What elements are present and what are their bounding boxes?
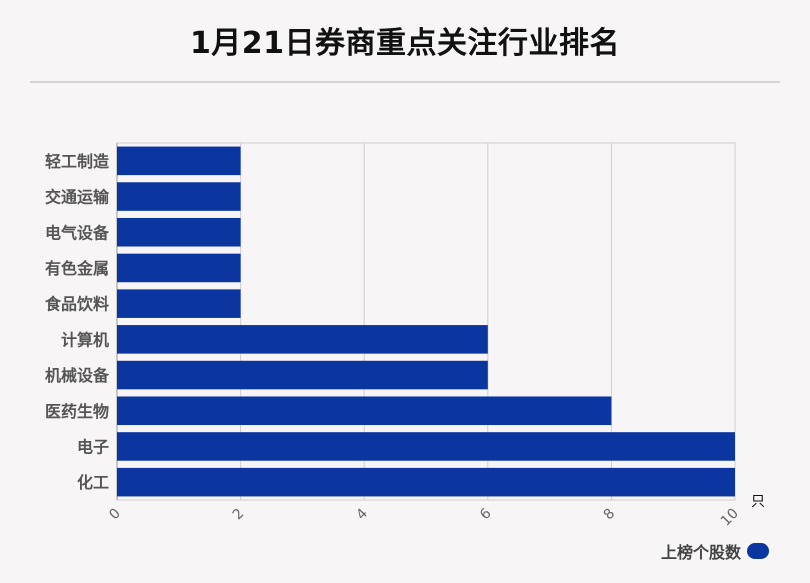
title-divider [30,81,780,83]
category-label: 有色金属 [45,259,109,278]
legend-label: 上榜个股数 [660,543,741,562]
x-tick-label: 2 [230,506,248,524]
chart-title: 1月21日券商重点关注行业排名 [189,26,621,61]
category-label: 电子 [77,437,109,456]
category-label: 医药生物 [45,402,109,421]
bar [117,289,241,318]
category-label: 交通运输 [45,188,110,207]
category-label: 食品饮料 [44,295,109,314]
x-tick-label: 10 [718,506,742,530]
x-tick-label: 0 [106,506,124,524]
category-label: 轻工制造 [45,152,110,171]
legend[interactable]: 上榜个股数 [661,540,769,562]
bar [117,432,735,461]
category-label: 机械设备 [45,366,110,385]
bar [117,182,241,211]
category-label: 计算机 [61,330,109,349]
bar [117,360,488,390]
bar [117,325,488,354]
legend-swatch [747,543,769,559]
bar [117,146,241,176]
x-tick-label: 4 [353,505,371,523]
category-label: 电气设备 [45,223,110,242]
x-tick-label: 8 [601,506,619,524]
x-tick-label: 6 [477,505,495,523]
bar [117,217,241,247]
category-label: 化工 [77,473,109,492]
bar [117,467,735,497]
bar [117,253,241,283]
bar [117,396,612,426]
x-unit-label: 只 [751,494,765,510]
